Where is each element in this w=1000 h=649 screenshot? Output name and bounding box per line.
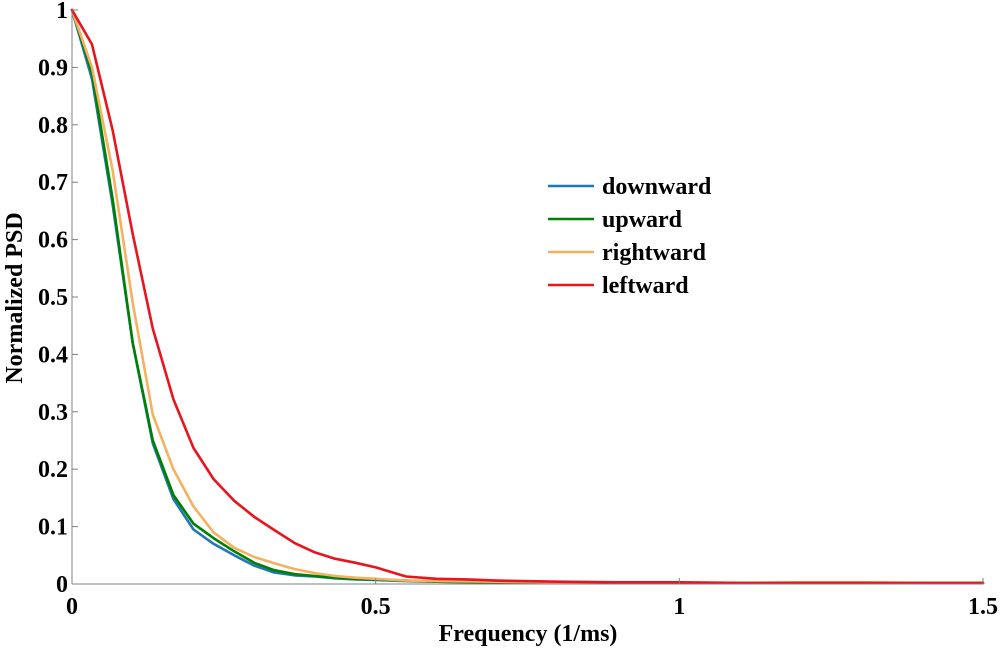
series-line-downward xyxy=(70,8,985,585)
axes-layer xyxy=(71,10,983,585)
legend: downward upward rightward leftward xyxy=(548,174,712,299)
y-tick-label: 0 xyxy=(56,572,68,598)
x-tick-label: 0.5 xyxy=(361,594,391,620)
y-tick-label: 0.2 xyxy=(38,457,68,483)
y-tick-label: 0.4 xyxy=(38,342,68,368)
x-tick-label: 1 xyxy=(673,594,685,620)
legend-label-upward: upward xyxy=(602,207,683,233)
y-tick-label: 0.3 xyxy=(38,400,68,426)
series-line-upward xyxy=(70,8,985,585)
y-tick-label: 0.9 xyxy=(38,55,68,81)
series-line-leftward xyxy=(70,8,985,585)
y-tick-label: 0.5 xyxy=(38,285,68,311)
legend-label-leftward: leftward xyxy=(602,273,689,299)
series-line-rightward xyxy=(70,8,985,585)
legend-label-rightward: rightward xyxy=(602,240,707,266)
y-tick-label: 0.6 xyxy=(38,228,68,254)
x-tick-label: 1.5 xyxy=(968,594,998,620)
x-axis-title: Frequency (1/ms) xyxy=(439,621,618,647)
y-axis-title: Normalized PSD xyxy=(2,212,28,383)
y-tick-label: 0.1 xyxy=(38,515,68,541)
y-tick-label: 0.7 xyxy=(38,170,68,196)
ticks-layer: 0 0.5 1 1.5 0 0.1 0.2 0.3 0.4 0.5 0.6 0.7 0.8 0.9 1 xyxy=(38,0,998,620)
y-tick-label: 1 xyxy=(56,0,68,24)
y-tick-label: 0.8 xyxy=(38,113,68,139)
series-layer xyxy=(70,8,985,585)
x-tick-label: 0 xyxy=(66,594,78,620)
legend-label-downward: downward xyxy=(602,174,712,200)
